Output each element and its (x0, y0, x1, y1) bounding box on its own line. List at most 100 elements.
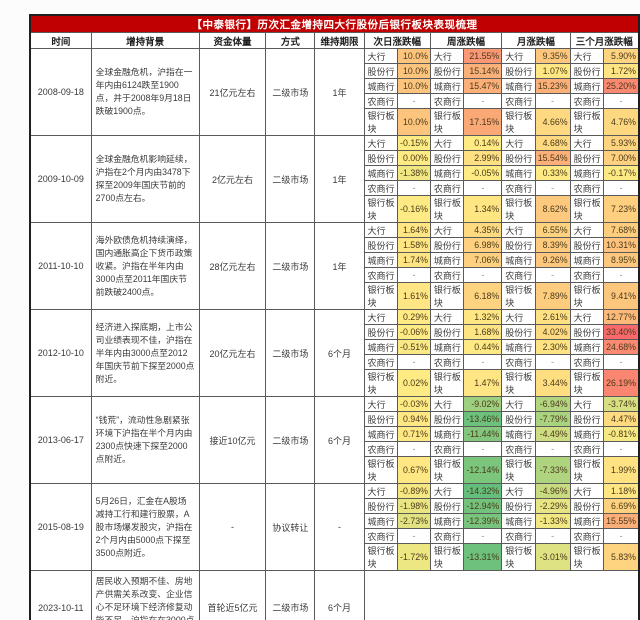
date-cell: 2012-10-10 (29, 309, 92, 397)
sector-label-cell: 农商行 (429, 93, 465, 109)
pct-value-cell: - (463, 528, 503, 544)
huijin-holdings-table: 【中泰银行】历次汇金增持四大行股份后银行板块表现梳理 时间 增持背景 资金体量 方式维… (29, 14, 640, 620)
pct-value-cell: 6.18% (463, 282, 503, 310)
duration-cell: 6个月 (314, 309, 365, 397)
sector-label-cell: 银行板块 (363, 369, 399, 397)
sector-label-cell: 股份行 (501, 411, 536, 427)
pct-value-cell: 1.58% (397, 237, 431, 253)
table-row: 2011-10-10 海外欧债危机持续演绎，国内通胀高企下货币政策收紧。沪指在半年… (29, 222, 640, 310)
sector-label-cell: 城商行 (501, 426, 536, 442)
sector-label-cell: 大行 (429, 135, 465, 151)
col-header-6: 周涨跌幅 (429, 32, 503, 49)
sector-label-cell: 股份行 (569, 498, 605, 514)
pct-value-cell: 9.26% (534, 252, 571, 268)
sector-label-cell: 银行板块 (569, 369, 605, 397)
pct-value-cell: 6.55% (534, 222, 571, 238)
pct-value-cell: 8.39% (534, 237, 571, 253)
sector-label-cell: 股份行 (363, 237, 399, 253)
sector-label-cell: 股份行 (569, 324, 605, 340)
sector-label-cell: 农商行 (501, 441, 536, 457)
col-header-4: 维持期限 (314, 32, 365, 49)
pct-value-cell: 6.69% (603, 498, 640, 514)
sector-label-cell: 银行板块 (501, 456, 536, 484)
sector-label-cell: 银行板块 (501, 543, 536, 571)
sector-label-cell: 大行 (569, 135, 605, 151)
pct-value-cell: -0.05% (463, 165, 503, 181)
sector-label-cell: 城商行 (569, 165, 605, 181)
sector-label-cell: 农商行 (363, 267, 399, 283)
sector-label-cell: 银行板块 (429, 108, 465, 136)
duration-cell: - (314, 483, 365, 571)
pct-value-cell: 7.00% (603, 150, 640, 166)
pct-value-cell: - (603, 180, 640, 196)
table-row: 银行板块 0.67% 银行板块 -12.14% 银行板块 -7.33% 银行板块 1.99% (30, 456, 640, 484)
pct-value-cell: 10.0% (397, 63, 431, 79)
pct-value-cell: 25.20% (603, 78, 640, 94)
pct-value-cell: 7.06% (463, 252, 503, 268)
pct-value-cell: 4.76% (603, 108, 640, 136)
sector-label-cell: 大行 (429, 309, 465, 325)
pct-value-cell: -0.06% (397, 324, 431, 340)
table-row: 2012-10-10 经济进入探底期，上市公司业绩表现不佳，沪指在半年内由3000… (29, 309, 640, 397)
sector-label-cell: 银行板块 (501, 195, 536, 223)
pct-value-cell: 0.94% (397, 411, 431, 427)
pct-value-cell: -0.51% (397, 339, 431, 355)
pct-value-cell: 0.71% (397, 426, 431, 442)
sector-label-cell: 农商行 (363, 441, 399, 457)
table-row: 股份行 0.00% 股份行 2.99% 股份行 15.54% 股份行 7.00% (30, 150, 640, 166)
pct-value-cell: 9.41% (603, 282, 640, 310)
sector-label-cell: 城商行 (429, 252, 465, 268)
sector-label-cell: 股份行 (569, 63, 605, 79)
method-cell: 协议转让 (265, 483, 316, 571)
method-cell: 二级市场 (265, 396, 316, 484)
sector-label-cell: 大行 (429, 396, 465, 412)
pct-value-cell: 5.83% (603, 543, 640, 571)
sector-label-cell: 农商行 (569, 93, 605, 109)
sector-label-cell: 股份行 (569, 411, 605, 427)
sector-label-cell: 农商行 (501, 180, 536, 196)
sector-label-cell: 银行板块 (429, 195, 465, 223)
sector-label-cell: 银行板块 (363, 282, 399, 310)
sector-label-cell: 城商行 (429, 513, 465, 529)
sector-label-cell: 大行 (569, 396, 605, 412)
table-row: 农商行 - 农商行 - 农商行 - 农商行 - (30, 93, 640, 109)
sector-label-cell: 大行 (363, 483, 399, 499)
sector-label-cell: 城商行 (429, 165, 465, 181)
sector-label-cell: 城商行 (363, 252, 399, 268)
pct-value-cell: - (463, 180, 503, 196)
col-header-7: 月涨跌幅 (501, 32, 571, 49)
date-cell: 2015-08-19 (29, 483, 92, 571)
sector-label-cell: 农商行 (363, 354, 399, 370)
amount-cell: 21亿元左右 (198, 48, 267, 136)
sector-label-cell: 股份行 (429, 498, 465, 514)
pct-value-cell: - (397, 528, 431, 544)
pct-value-cell: 10.0% (397, 48, 431, 64)
col-header-8: 三个月涨跌幅 (569, 32, 640, 49)
date-cell: 2013-06-17 (29, 396, 92, 484)
sector-label-cell: 农商行 (569, 528, 605, 544)
pct-value-cell: 24.68% (603, 339, 640, 355)
background-cell: 居民收入预期不佳、房地产供需关系改变、企业信心不足环境下经济修复动能不足。沪指在… (90, 570, 200, 620)
sector-label-cell: 股份行 (429, 411, 465, 427)
col-header-3: 方式 (265, 32, 316, 49)
sector-label-cell: 股份行 (429, 150, 465, 166)
pct-value-cell: 1.34% (463, 195, 503, 223)
empty-performance-cell (363, 570, 640, 620)
pct-value-cell: 8.95% (603, 252, 640, 268)
sector-label-cell: 银行板块 (363, 543, 399, 571)
background-cell: 5月26日，汇金在A股场减持工行和建行股票，A股市场爆发股灾，沪指在2个月内由5… (90, 483, 200, 571)
sector-label-cell: 农商行 (501, 93, 536, 109)
pct-value-cell: -7.33% (534, 456, 571, 484)
pct-value-cell: -12.14% (463, 456, 503, 484)
sector-label-cell: 银行板块 (363, 456, 399, 484)
pct-value-cell: 3.44% (534, 369, 571, 397)
pct-value-cell: 10.0% (397, 78, 431, 94)
sector-label-cell: 大行 (501, 48, 536, 64)
pct-value-cell: 1.32% (463, 309, 503, 325)
table-row: 城商行 -0.51% 城商行 0.44% 城商行 2.30% 城商行 24.68% (30, 339, 640, 355)
pct-value-cell: 2.30% (534, 339, 571, 355)
table-row: 城商行 1.74% 城商行 7.06% 城商行 9.26% 城商行 8.95% (30, 252, 640, 268)
pct-value-cell: 0.02% (397, 369, 431, 397)
duration-cell: 1年 (314, 48, 365, 136)
